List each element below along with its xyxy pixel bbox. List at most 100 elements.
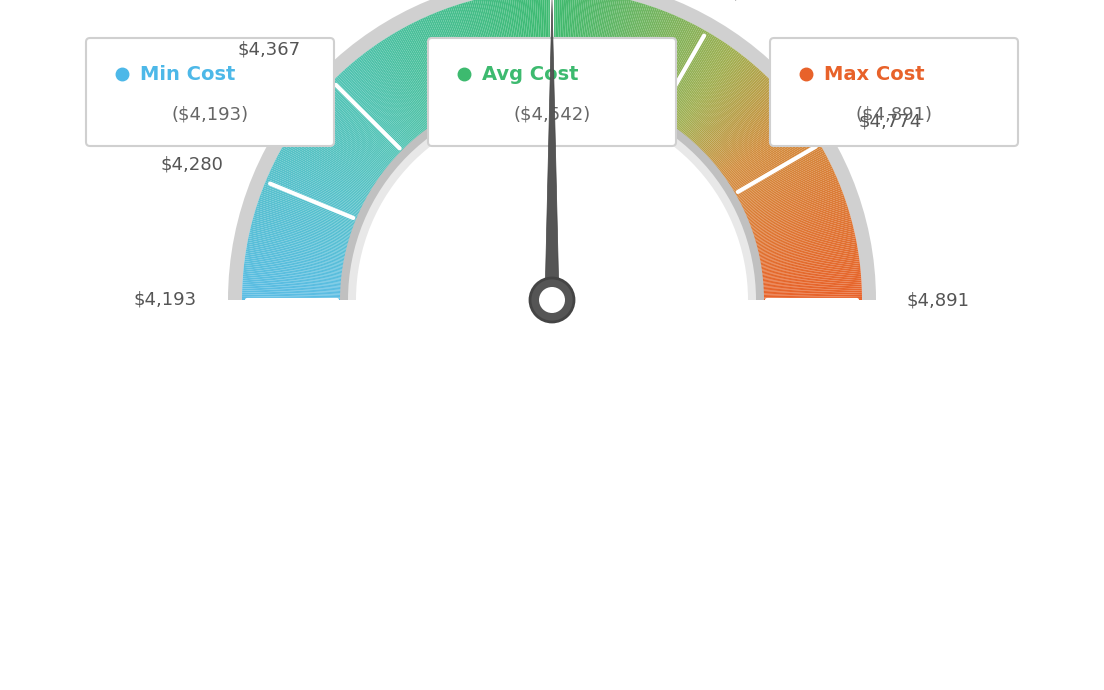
Wedge shape — [754, 215, 851, 244]
Wedge shape — [318, 95, 394, 162]
Wedge shape — [289, 134, 374, 188]
Wedge shape — [467, 1, 496, 98]
Wedge shape — [716, 107, 796, 170]
Wedge shape — [243, 282, 342, 289]
Wedge shape — [605, 0, 633, 97]
Wedge shape — [582, 0, 598, 92]
Wedge shape — [245, 255, 344, 271]
Wedge shape — [662, 36, 716, 122]
Wedge shape — [329, 83, 402, 155]
Wedge shape — [531, 0, 539, 90]
Wedge shape — [453, 6, 486, 101]
Wedge shape — [704, 86, 778, 156]
Wedge shape — [381, 41, 437, 125]
Wedge shape — [508, 0, 523, 92]
Wedge shape — [501, 0, 519, 92]
Wedge shape — [254, 213, 350, 243]
Wedge shape — [660, 34, 713, 121]
Wedge shape — [647, 23, 694, 113]
Wedge shape — [251, 227, 348, 252]
Wedge shape — [534, 0, 541, 90]
Wedge shape — [275, 159, 365, 206]
Wedge shape — [762, 279, 861, 287]
Wedge shape — [755, 221, 852, 248]
Wedge shape — [316, 98, 393, 164]
Wedge shape — [573, 0, 585, 91]
Wedge shape — [406, 26, 455, 115]
FancyBboxPatch shape — [428, 38, 676, 146]
Wedge shape — [682, 57, 745, 136]
Wedge shape — [498, 0, 517, 93]
Wedge shape — [588, 0, 608, 93]
Text: $4,891: $4,891 — [907, 291, 970, 309]
Wedge shape — [246, 248, 346, 266]
Wedge shape — [756, 230, 854, 254]
Wedge shape — [442, 10, 478, 103]
Wedge shape — [750, 195, 845, 230]
Wedge shape — [623, 8, 659, 103]
Wedge shape — [256, 206, 352, 237]
Wedge shape — [286, 139, 373, 192]
Wedge shape — [723, 121, 806, 180]
Wedge shape — [634, 14, 676, 107]
Wedge shape — [246, 246, 346, 264]
Wedge shape — [428, 14, 470, 107]
Wedge shape — [590, 0, 611, 94]
Wedge shape — [693, 70, 762, 145]
Wedge shape — [370, 48, 429, 130]
Wedge shape — [340, 72, 410, 147]
Wedge shape — [595, 0, 618, 95]
Wedge shape — [758, 244, 857, 264]
Wedge shape — [558, 0, 562, 90]
Wedge shape — [358, 57, 422, 137]
Wedge shape — [745, 179, 838, 219]
Text: ($4,193): ($4,193) — [171, 105, 248, 123]
Wedge shape — [278, 152, 368, 201]
Wedge shape — [755, 219, 852, 246]
Wedge shape — [710, 95, 786, 162]
Wedge shape — [344, 69, 412, 144]
Wedge shape — [616, 5, 648, 100]
Wedge shape — [338, 74, 408, 148]
Wedge shape — [261, 191, 355, 228]
Wedge shape — [620, 7, 655, 102]
Wedge shape — [678, 52, 739, 132]
Wedge shape — [444, 9, 479, 103]
Wedge shape — [332, 79, 404, 152]
Wedge shape — [469, 1, 497, 97]
Wedge shape — [331, 81, 403, 152]
Wedge shape — [259, 195, 354, 230]
Wedge shape — [371, 47, 431, 129]
Wedge shape — [265, 181, 358, 220]
Wedge shape — [762, 275, 861, 284]
Wedge shape — [413, 22, 459, 112]
Wedge shape — [540, 0, 545, 90]
Wedge shape — [265, 182, 358, 221]
Wedge shape — [752, 206, 848, 237]
Wedge shape — [376, 43, 434, 127]
Wedge shape — [310, 104, 390, 168]
Wedge shape — [730, 134, 815, 188]
Wedge shape — [761, 261, 860, 275]
Wedge shape — [367, 50, 427, 132]
Text: $4,367: $4,367 — [237, 41, 300, 59]
Wedge shape — [347, 66, 414, 142]
Wedge shape — [761, 263, 860, 276]
Wedge shape — [571, 0, 581, 91]
Wedge shape — [519, 0, 531, 91]
Wedge shape — [314, 101, 391, 166]
Wedge shape — [296, 124, 379, 182]
Wedge shape — [509, 0, 524, 92]
Wedge shape — [676, 49, 735, 131]
Wedge shape — [758, 246, 858, 264]
Wedge shape — [709, 94, 785, 161]
Wedge shape — [754, 213, 850, 243]
Wedge shape — [425, 17, 467, 108]
Wedge shape — [626, 10, 662, 103]
Wedge shape — [272, 166, 362, 210]
Wedge shape — [743, 172, 835, 214]
Wedge shape — [761, 267, 860, 279]
Wedge shape — [735, 147, 822, 197]
Wedge shape — [255, 208, 351, 239]
Wedge shape — [384, 38, 439, 124]
